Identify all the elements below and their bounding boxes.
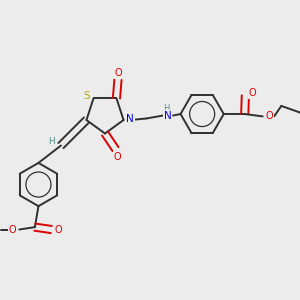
Text: S: S bbox=[84, 91, 90, 101]
Text: O: O bbox=[266, 111, 273, 122]
Text: O: O bbox=[113, 152, 121, 162]
Text: O: O bbox=[54, 224, 62, 235]
Text: N: N bbox=[126, 113, 134, 124]
Text: O: O bbox=[114, 68, 122, 78]
Text: N: N bbox=[164, 110, 172, 121]
Text: H: H bbox=[49, 136, 55, 146]
Text: H: H bbox=[163, 103, 169, 112]
Text: O: O bbox=[9, 224, 16, 235]
Text: O: O bbox=[248, 88, 256, 98]
